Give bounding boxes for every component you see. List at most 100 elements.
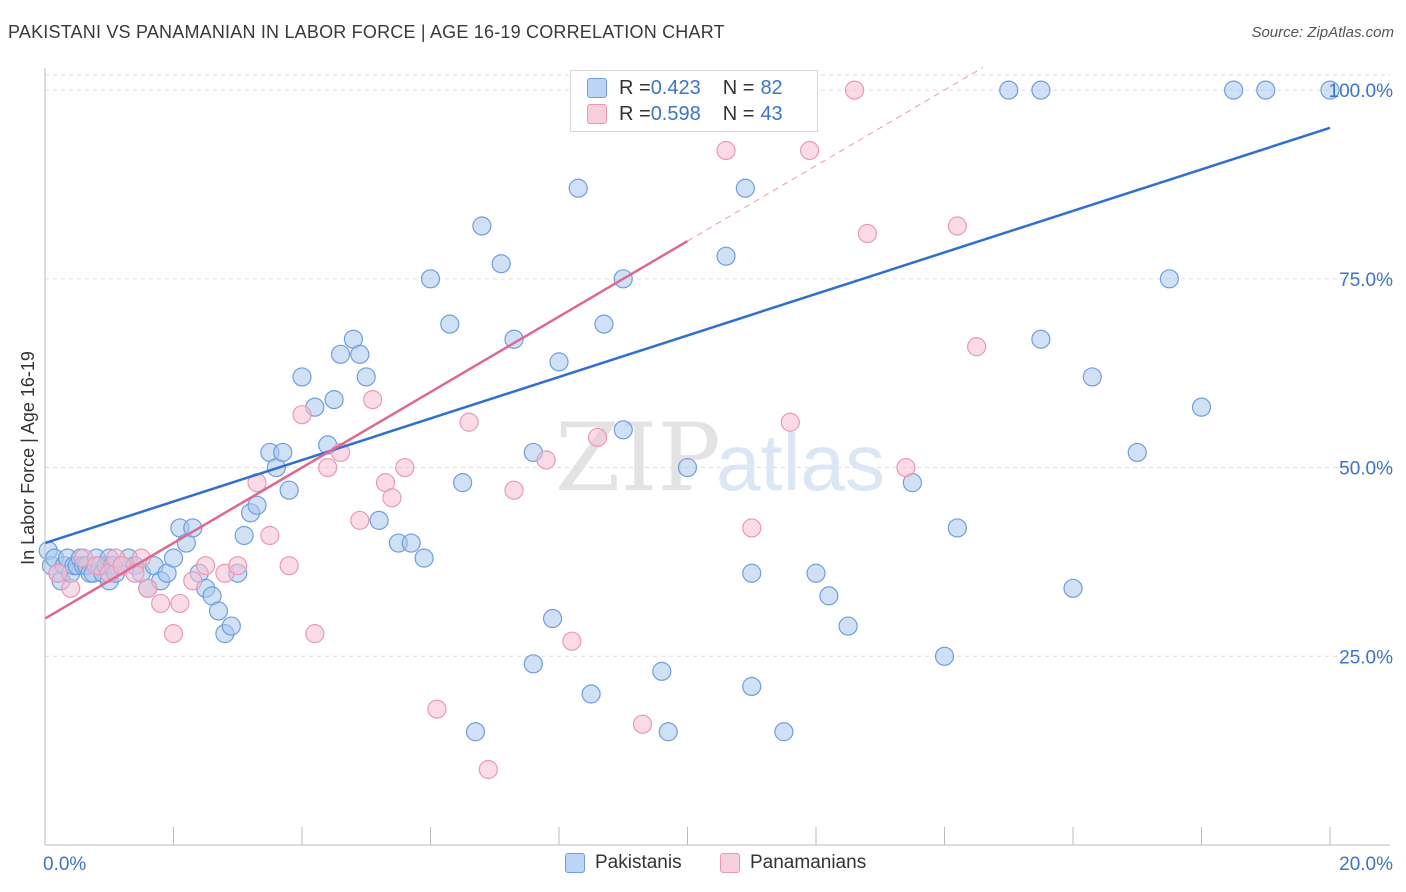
x-tick-label: 0.0% <box>43 854 86 875</box>
pakistani-point <box>542 608 563 629</box>
watermark: ZIP atlas <box>555 404 885 513</box>
r-label: R = <box>619 76 651 99</box>
pakistani-point <box>1191 397 1212 417</box>
x-tick-label: 20.0% <box>1339 854 1393 875</box>
panamanian-point <box>799 140 820 161</box>
panamanian-point <box>427 699 447 719</box>
r-value: 0.423 <box>650 76 701 99</box>
pakistani-point <box>549 352 569 372</box>
n-value: 43 <box>760 102 783 125</box>
y-axis-label: In Labor Force | Age 16-19 <box>18 351 38 565</box>
pakistani-point <box>292 367 312 387</box>
panamanian-point <box>48 563 68 583</box>
panamanian-point <box>967 337 987 357</box>
pakistani-point <box>581 684 601 704</box>
legend-item-panamanians[interactable]: Panamanians <box>720 852 866 874</box>
y-tick-label: 50.0% <box>1339 459 1393 480</box>
panamanian-point <box>742 518 762 538</box>
pakistani-point <box>806 563 826 583</box>
pakistani-point <box>523 654 543 674</box>
pakistani-point <box>658 722 678 742</box>
pakistani-point <box>1256 80 1276 100</box>
pakistani-point <box>774 722 794 742</box>
grid-layer <box>45 74 1390 657</box>
pakistani-point <box>350 344 370 364</box>
panamanian-point <box>196 556 216 576</box>
y-tick-label: 100.0% <box>1329 81 1394 102</box>
pakistani-point <box>594 314 614 334</box>
pakistani-point <box>491 254 511 274</box>
panamanians-swatch <box>587 104 607 124</box>
pakistani-point <box>440 314 460 334</box>
panamanian-point <box>228 556 248 576</box>
panamanian-point <box>844 80 865 100</box>
n-value: 82 <box>760 76 783 99</box>
pakistani-point <box>1031 329 1051 349</box>
pakistani-point <box>369 510 389 530</box>
panamanian-point <box>260 525 280 546</box>
n-label: N = <box>722 102 755 125</box>
pakistani-point <box>677 457 698 478</box>
pakistani-point <box>453 473 473 493</box>
r-value: 0.598 <box>650 102 701 125</box>
pakistani-point <box>1320 80 1340 100</box>
pakistani-point <box>279 480 299 500</box>
panamanian-point <box>318 457 338 478</box>
panamanian-point <box>305 624 325 644</box>
pakistani-trend-line <box>44 126 1331 545</box>
pakistani-point <box>234 525 254 546</box>
panamanian-point <box>151 593 171 614</box>
panamanian-point <box>170 593 190 614</box>
panamanian-point <box>183 571 203 591</box>
y-tick-label: 75.0% <box>1339 270 1393 291</box>
pakistani-point <box>183 518 203 538</box>
pakistani-point <box>652 661 672 681</box>
pakistani-point <box>716 246 736 266</box>
pakistanis-swatch <box>565 853 585 873</box>
pakistani-point <box>1224 80 1244 100</box>
pakistani-point <box>273 442 293 463</box>
pakistani-point <box>163 548 184 568</box>
watermark-zip: ZIP <box>555 404 721 513</box>
panamanians-swatch <box>720 853 740 873</box>
legend-row-panamanians: R = 0.598 N = 43 <box>587 101 783 127</box>
pakistani-point <box>1127 442 1147 463</box>
pakistani-point <box>934 646 955 666</box>
pakistani-point <box>819 586 839 606</box>
panamanian-trend-extension <box>687 67 984 242</box>
pakistani-point <box>401 533 421 553</box>
legend-label-panamanians: Panamanians <box>750 852 867 873</box>
correlation-legend: R = 0.423 N = 82 R = 0.598 N = 43 <box>570 70 818 132</box>
panamanian-point <box>163 624 184 644</box>
pakistani-point <box>472 216 492 236</box>
pakistani-point <box>742 676 762 697</box>
panamanian-point <box>562 631 582 651</box>
panamanian-point <box>382 488 402 508</box>
pakistani-point <box>221 616 241 636</box>
pakistani-point <box>742 563 762 583</box>
pakistani-point <box>504 329 524 349</box>
n-label: N = <box>722 76 755 99</box>
axes: 25.0% 50.0% 75.0% 100.0% 0.0% 20.0% <box>43 68 1393 875</box>
panamanian-point <box>131 548 151 568</box>
panamanian-point <box>292 405 312 425</box>
panamanian-point <box>536 450 556 470</box>
chart-title: PAKISTANI VS PANAMANIAN IN LABOR FORCE |… <box>8 22 725 42</box>
legend-label-pakistanis: Pakistanis <box>595 852 682 873</box>
pakistani-point <box>999 80 1019 100</box>
pakistani-point <box>247 495 267 515</box>
panamanian-point <box>504 480 524 500</box>
panamanian-point <box>947 216 967 236</box>
panamanian-point <box>350 510 370 530</box>
panamanian-point <box>478 759 498 780</box>
panamanian-point <box>587 427 608 447</box>
pakistani-point <box>838 616 858 636</box>
panamanian-point <box>716 140 736 161</box>
pakistani-point <box>735 178 755 198</box>
legend-item-pakistanis[interactable]: Pakistanis <box>565 852 682 874</box>
panamanian-point <box>395 457 415 478</box>
pakistani-point <box>1031 80 1051 100</box>
pakistani-point <box>356 367 376 387</box>
pakistani-point <box>1063 578 1083 598</box>
